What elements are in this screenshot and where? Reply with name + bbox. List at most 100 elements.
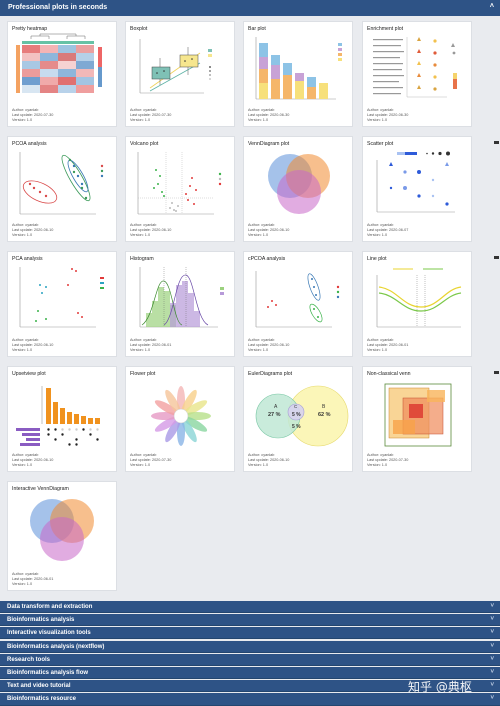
volcano-thumbnail — [137, 152, 222, 215]
plot-card-line-plot[interactable]: Line plot Author: cyanlab Last update: 2… — [362, 251, 472, 357]
card-author: Author: cyanlab — [12, 338, 39, 342]
card-version: Version: 1.0 — [130, 118, 151, 123]
right-rail — [494, 16, 500, 600]
card-author: Author: cyanlab — [130, 108, 157, 112]
card-meta: Author: cyanlab Last update: 2020-06-10 … — [248, 338, 289, 354]
card-updated: Last update: 2020-07-30 — [12, 113, 54, 118]
plot-card-venndiagram-plot[interactable]: VennDiagram plot Author: cyanlab Last up… — [243, 136, 353, 242]
card-title: PCA analysis — [12, 256, 43, 262]
card-updated: Last update: 2020-07-30 — [367, 458, 409, 463]
card-title: Volcano plot — [130, 141, 159, 147]
plot-card-interactive-venndiagram[interactable]: Interactive VennDiagram Author: cyanlab … — [7, 481, 117, 591]
boxplot-thumbnail — [139, 39, 212, 94]
cpcoa-thumbnail — [255, 271, 340, 328]
card-title: Boxplot — [130, 26, 148, 32]
plot-card-pca-analysis[interactable]: PCA analysis Author: cyanlab Last update… — [7, 251, 117, 357]
rail-marker — [494, 256, 499, 259]
watermark: 知乎 @典枢 — [408, 680, 472, 694]
euler-pct-d: 5 % — [292, 424, 301, 430]
barplot-thumbnail — [255, 37, 342, 100]
pca-thumbnail — [19, 267, 104, 328]
section-label: Data transform and extraction — [7, 603, 93, 610]
card-version: Version: 1.0 — [248, 348, 269, 353]
plot-card-boxplot[interactable]: Boxplot Author: cyanlab Last update: 202… — [125, 21, 235, 127]
card-meta: Author: cyanlab Last update: 2020-06-10 … — [248, 223, 289, 239]
card-version: Version: 1.0 — [130, 463, 151, 468]
card-title: Histogram — [130, 256, 154, 262]
chevron-down-icon: ˅ — [490, 629, 494, 635]
card-updated: Last update: 2020-06-10 — [12, 458, 54, 463]
card-updated: Last update: 2020-06-01 — [12, 577, 54, 582]
section-header-tutorial[interactable]: Text and video tutorial ˅ — [0, 680, 500, 692]
enrichment-thumbnail — [373, 37, 457, 98]
card-meta: Author: cyanlab Last update: 2020-06-30 … — [367, 108, 408, 124]
chevron-down-icon: ˅ — [490, 656, 494, 662]
section-header-interactive-visualization[interactable]: Interactive visualization tools ˅ — [0, 627, 500, 639]
card-meta: Author: cyanlab Last update: 2020-06-07 … — [367, 223, 408, 239]
plot-card-pcoa-analysis[interactable]: PCOA analysis Author: cyanlab Last updat… — [7, 136, 117, 242]
plot-card-histogram[interactable]: Histogram Author: cyanlab Last update: 2… — [125, 251, 235, 357]
card-author: Author: cyanlab — [130, 453, 157, 457]
section-label: Bioinformatics analysis (nextflow) — [7, 643, 105, 650]
card-version: Version: 1.0 — [367, 348, 388, 353]
interactive-venn-thumbnail — [30, 499, 94, 561]
card-meta: Author: cyanlab Last update: 2020-06-10 … — [248, 453, 289, 469]
card-author: Author: cyanlab — [248, 453, 275, 457]
card-updated: Last update: 2020-07-30 — [130, 113, 172, 118]
plot-card-bar-plot[interactable]: Bar plot Author: cyanlab Last update: 20… — [243, 21, 353, 127]
heatmap-thumbnail — [16, 33, 102, 93]
plot-card-eulerdiagrams-plot[interactable]: EulerDiagrams plot A 27 % C 5 % B 62 % 5… — [243, 366, 353, 472]
card-version: Version: 1.0 — [367, 233, 388, 238]
card-updated: Last update: 2020-06-01 — [130, 343, 172, 348]
card-meta: Author: cyanlab Last update: 2020-07-30 … — [130, 453, 171, 469]
scatter-thumbnail — [376, 151, 455, 213]
card-version: Version: 1.0 — [12, 118, 33, 123]
card-updated: Last update: 2020-07-30 — [130, 458, 172, 463]
section-label: Interactive visualization tools — [7, 629, 91, 636]
card-title: Pretty heatmap — [12, 26, 48, 32]
section-header-professional-plots[interactable]: Professional plots in seconds ˄ — [0, 0, 500, 16]
section-label: Research tools — [7, 656, 51, 663]
card-meta: Author: cyanlab Last update: 2020-06-01 … — [130, 338, 171, 354]
plot-card-upsetview-plot[interactable]: Upsetview plot Author: cyanlab Last upda… — [7, 366, 117, 472]
chevron-down-icon: ˅ — [490, 616, 494, 622]
chevron-down-icon: ˅ — [490, 643, 494, 649]
plot-card-pretty-heatmap[interactable]: Pretty heatmap Author: cyanlab Last upda… — [7, 21, 117, 127]
card-version: Version: 1.0 — [12, 582, 33, 587]
plot-card-flower-plot[interactable]: Flower plot Author: cyanlab Last update:… — [125, 366, 235, 472]
rail-marker — [494, 141, 499, 144]
card-version: Version: 1.0 — [248, 118, 269, 123]
card-author: Author: cyanlab — [12, 108, 39, 112]
card-updated: Last update: 2020-06-30 — [367, 113, 409, 118]
section-header-research-tools[interactable]: Research tools ˅ — [0, 654, 500, 666]
card-version: Version: 1.0 — [12, 233, 33, 238]
section-header-analysis-flow[interactable]: Bioinformatics analysis flow ˅ — [0, 667, 500, 679]
chevron-down-icon: ˅ — [490, 669, 494, 675]
card-title: VennDiagram plot — [248, 141, 290, 147]
plot-card-cpcoa-analysis[interactable]: cPCOA analysis Author: cyanlab Last upda… — [243, 251, 353, 357]
plot-card-non-classical-venn[interactable]: Non-classical venn Author: cyanlab Last … — [362, 366, 472, 472]
card-author: Author: cyanlab — [367, 223, 394, 227]
section-header-nextflow[interactable]: Bioinformatics analysis (nextflow) ˅ — [0, 641, 500, 653]
card-version: Version: 1.0 — [367, 118, 388, 123]
card-version: Version: 1.0 — [12, 348, 33, 353]
section-header-data-transform[interactable]: Data transform and extraction ˅ — [0, 601, 500, 613]
card-author: Author: cyanlab — [248, 223, 275, 227]
card-title: Upsetview plot — [12, 371, 46, 377]
euler-pct-c: 5 % — [292, 412, 301, 418]
upset-thumbnail — [16, 386, 100, 446]
card-meta: Author: cyanlab Last update: 2020-07-30 … — [130, 108, 171, 124]
plot-card-enrichment-plot[interactable]: Enrichment plot Author: cyanlab Last upd… — [362, 21, 472, 127]
card-updated: Last update: 2020-06-10 — [12, 228, 54, 233]
card-updated: Last update: 2020-06-10 — [130, 228, 172, 233]
section-header-bioinformatics-analysis[interactable]: Bioinformatics analysis ˅ — [0, 614, 500, 626]
rail-marker — [494, 371, 499, 374]
plot-card-scatter-plot[interactable]: Scatter plot Author: cyanlab Last update… — [362, 136, 472, 242]
section-title: Professional plots in seconds — [8, 4, 108, 11]
card-meta: Author: cyanlab Last update: 2020-06-01 … — [367, 338, 408, 354]
plot-card-volcano-plot[interactable]: Volcano plot Author: cyanlab Last update… — [125, 136, 235, 242]
euler-label-a: A — [274, 404, 278, 410]
card-author: Author: cyanlab — [12, 572, 39, 576]
card-author: Author: cyanlab — [248, 338, 275, 342]
euler-thumbnail: A 27 % C 5 % B 62 % 5 % — [255, 385, 349, 447]
